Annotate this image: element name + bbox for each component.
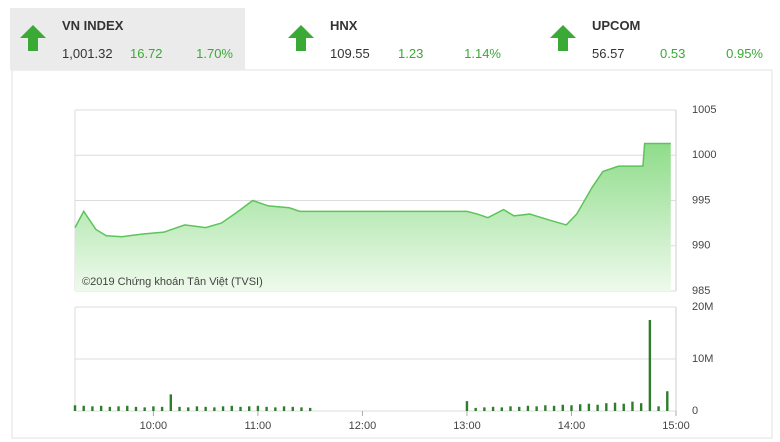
volume-bar bbox=[500, 407, 503, 411]
volume-bar bbox=[82, 405, 85, 411]
volume-bar bbox=[126, 405, 129, 411]
y-tick-label: 10M bbox=[692, 353, 713, 365]
index-name: HNX bbox=[330, 18, 358, 33]
volume-bar bbox=[73, 405, 77, 411]
volume-bar bbox=[187, 407, 190, 411]
volume-bar bbox=[230, 405, 233, 411]
index-card: HNX 109.55 1.23 1.14% bbox=[278, 8, 513, 70]
index-name: VN INDEX bbox=[62, 18, 124, 33]
x-tick-label: 13:00 bbox=[453, 420, 481, 432]
index-name: UPCOM bbox=[592, 18, 641, 33]
volume-bar bbox=[491, 406, 495, 411]
volume-bar bbox=[605, 403, 608, 411]
volume-bar bbox=[544, 405, 547, 411]
volume-bar bbox=[596, 404, 599, 411]
y-tick-label: 990 bbox=[692, 240, 710, 252]
y-tick-label: 20M bbox=[692, 301, 713, 313]
volume-bar bbox=[291, 406, 294, 411]
volume-bar bbox=[160, 406, 164, 411]
index-percent: 1.70% bbox=[196, 46, 233, 61]
volume-bar bbox=[578, 404, 582, 411]
volume-bar bbox=[631, 401, 634, 411]
volume-bar bbox=[248, 406, 251, 411]
volume-bar bbox=[300, 407, 303, 411]
volume-bar bbox=[274, 407, 277, 411]
volume-bar bbox=[134, 406, 138, 411]
volume-bar bbox=[265, 406, 268, 411]
area-fill bbox=[75, 143, 671, 291]
volume-bar bbox=[622, 403, 625, 411]
index-change: 16.72 bbox=[130, 46, 163, 61]
volume-bar bbox=[178, 406, 181, 411]
index-percent: 1.14% bbox=[464, 46, 501, 61]
volume-bar bbox=[639, 403, 643, 411]
y-tick-label: 1005 bbox=[692, 104, 716, 116]
up-arrow-icon bbox=[288, 25, 314, 51]
y-tick-label: 995 bbox=[692, 194, 710, 206]
copyright-annotation: ©2019 Chứng khoán Tân Việt (TVSI) bbox=[82, 276, 263, 288]
volume-bar bbox=[221, 406, 225, 411]
index-card: UPCOM 56.57 0.53 0.95% bbox=[540, 8, 775, 70]
index-value: 109.55 bbox=[330, 46, 370, 61]
volume-bar bbox=[213, 407, 216, 411]
index-card[interactable]: VN INDEX 1,001.32 16.72 1.70% bbox=[10, 8, 245, 70]
volume-bar bbox=[561, 404, 564, 411]
volume-bar bbox=[509, 406, 512, 411]
volume-bar bbox=[169, 394, 173, 411]
volume-bar bbox=[117, 406, 120, 411]
volume-bar bbox=[570, 405, 573, 411]
index-change: 1.23 bbox=[398, 46, 424, 61]
up-arrow-icon bbox=[550, 25, 576, 51]
volume-bar bbox=[91, 406, 94, 411]
x-tick-label: 12:00 bbox=[349, 420, 377, 432]
x-tick-label: 10:00 bbox=[140, 420, 168, 432]
price-line bbox=[74, 142, 671, 238]
volume-bar bbox=[99, 405, 103, 411]
volume-bar bbox=[152, 406, 155, 411]
y-tick-label: 1000 bbox=[692, 149, 716, 161]
volume-bar bbox=[256, 405, 260, 411]
up-arrow-icon bbox=[20, 25, 46, 51]
volume-bar bbox=[308, 407, 312, 411]
volume-bar bbox=[282, 406, 286, 411]
volume-bar bbox=[613, 402, 617, 411]
volume-bar bbox=[666, 391, 669, 411]
volume-bar bbox=[483, 407, 486, 411]
volume-bar bbox=[143, 407, 146, 411]
volume-bar bbox=[526, 405, 530, 411]
volume-bar bbox=[108, 406, 112, 411]
y-tick-label: 985 bbox=[692, 285, 710, 297]
volume-bar bbox=[648, 320, 652, 411]
volume-bar bbox=[657, 406, 660, 411]
volume-bar bbox=[552, 405, 556, 411]
chart-frame bbox=[11, 69, 773, 439]
volume-bar bbox=[535, 406, 538, 411]
volume-bar bbox=[195, 406, 199, 411]
index-value: 1,001.32 bbox=[62, 46, 113, 61]
x-tick-label: 14:00 bbox=[558, 420, 586, 432]
y-tick-label: 0 bbox=[692, 405, 698, 417]
volume-bar bbox=[474, 407, 477, 411]
index-value: 56.57 bbox=[592, 46, 625, 61]
index-percent: 0.95% bbox=[726, 46, 763, 61]
volume-bar bbox=[204, 406, 207, 411]
x-tick-label: 15:00 bbox=[662, 420, 690, 432]
volume-bar bbox=[518, 406, 521, 411]
volume-bar bbox=[587, 403, 591, 411]
volume-bar bbox=[465, 401, 469, 411]
index-change: 0.53 bbox=[660, 46, 686, 61]
volume-bar bbox=[239, 406, 242, 411]
x-tick-label: 11:00 bbox=[245, 420, 272, 432]
